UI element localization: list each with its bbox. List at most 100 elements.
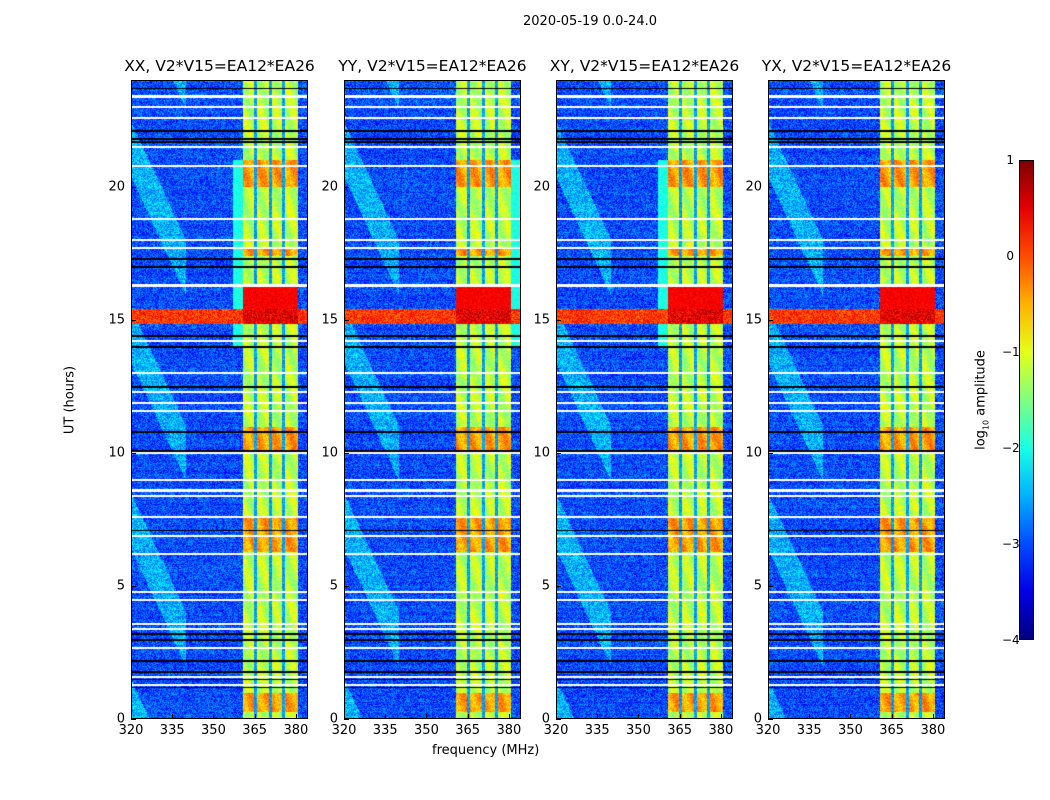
y-tick-label: 15	[533, 312, 550, 328]
x-tick-mark	[638, 714, 640, 719]
heatmap-image	[344, 80, 521, 719]
colorbar-tick-label: −4	[1002, 633, 1020, 647]
y-tick-mark	[344, 319, 349, 321]
y-tick-label: 10	[533, 445, 550, 461]
x-tick-label: 320	[331, 723, 357, 738]
x-tick-label: 320	[118, 723, 144, 738]
colorbar-label: log10 amplitude	[973, 350, 991, 450]
panel-xx: XX, V2*V15=EA12*EA26 0 5 10 15 20 320 335 350 365…	[108, 57, 314, 738]
y-tick-mark	[768, 585, 773, 587]
y-tick-label: 5	[541, 578, 550, 594]
panel-title: YX, V2*V15=EA12*EA26	[761, 57, 952, 75]
y-tick-label: 5	[116, 578, 125, 594]
plot-frame	[556, 80, 733, 719]
x-tick-label: 365	[879, 723, 905, 738]
x-tick-label: 380	[920, 723, 946, 738]
y-tick-mark	[768, 186, 773, 188]
x-tick-mark	[426, 714, 428, 719]
y-tick-label: 0	[329, 711, 338, 727]
panel-yy: YY, V2*V15=EA12*EA26 0 5 10 15 20 320 335 350 365…	[321, 57, 526, 738]
x-tick-mark	[556, 714, 557, 719]
plot-frame	[768, 80, 945, 719]
plot-frame	[131, 80, 308, 719]
y-tick-mark	[768, 719, 773, 720]
x-tick-label: 335	[584, 723, 610, 738]
colorbar-tick-label: −2	[1002, 441, 1020, 455]
y-tick-mark	[131, 452, 136, 454]
y-tick-label: 5	[753, 578, 762, 594]
y-tick-label: 0	[116, 711, 125, 727]
x-tick-label: 320	[755, 723, 781, 738]
y-tick-label: 10	[321, 445, 338, 461]
x-tick-label: 380	[708, 723, 734, 738]
colorbar-tick-label: −3	[1002, 537, 1020, 551]
x-tick-label: 365	[242, 723, 268, 738]
panel-xy: XY, V2*V15=EA12*EA26 0 5 10 15 20 320 335 350 365…	[533, 57, 739, 738]
x-tick-label: 380	[283, 723, 309, 738]
x-tick-mark	[344, 714, 345, 719]
y-tick-mark	[131, 585, 136, 587]
x-tick-label: 365	[667, 723, 693, 738]
x-tick-mark	[932, 714, 934, 719]
y-tick-mark	[556, 186, 561, 188]
y-tick-label: 15	[745, 312, 762, 328]
x-tick-label: 380	[496, 723, 522, 738]
x-tick-mark	[597, 714, 599, 719]
x-tick-label: 335	[372, 723, 398, 738]
y-tick-label: 10	[745, 445, 762, 461]
panel-title: YY, V2*V15=EA12*EA26	[338, 57, 527, 75]
x-tick-mark	[891, 714, 893, 719]
x-tick-mark	[254, 714, 256, 719]
y-tick-mark	[556, 319, 561, 321]
heatmap-image	[556, 80, 733, 719]
colorbar-tick-label: 0	[1006, 249, 1014, 263]
y-tick-label: 15	[108, 312, 125, 328]
panel-title: XY, V2*V15=EA12*EA26	[549, 57, 740, 75]
x-tick-label: 320	[543, 723, 569, 738]
x-tick-label: 335	[796, 723, 822, 738]
colorbar-tick-label: 1	[1006, 153, 1014, 167]
x-tick-label: 335	[159, 723, 185, 738]
x-tick-label: 350	[838, 723, 863, 738]
y-tick-mark	[344, 585, 349, 587]
panel-title: XX, V2*V15=EA12*EA26	[124, 57, 315, 75]
suptitle: 2020-05-19 0.0-24.0	[523, 14, 657, 29]
x-tick-label: 350	[414, 723, 439, 738]
y-tick-mark	[131, 186, 136, 188]
x-tick-mark	[768, 714, 769, 719]
y-tick-mark	[556, 585, 561, 587]
y-tick-mark	[556, 719, 561, 720]
heatmap-image	[131, 80, 308, 719]
y-tick-label: 20	[321, 179, 338, 194]
y-tick-label: 20	[108, 179, 125, 194]
y-tick-label: 20	[533, 179, 550, 194]
y-tick-label: 20	[745, 179, 762, 194]
colorbar-tick-label: −1	[1002, 345, 1020, 359]
y-tick-mark	[344, 452, 349, 454]
x-tick-mark	[809, 714, 811, 719]
x-axis-label: frequency (MHz)	[432, 743, 540, 758]
x-tick-mark	[385, 714, 387, 719]
colorbar	[1019, 160, 1034, 640]
y-tick-mark	[344, 186, 349, 188]
y-tick-label: 0	[541, 711, 550, 727]
x-tick-label: 350	[626, 723, 651, 738]
heatmap-image	[768, 80, 945, 719]
panel-yx: YX, V2*V15=EA12*EA26 0 5 10 15 20 320 335 350 365…	[745, 57, 951, 738]
y-tick-mark	[131, 719, 136, 720]
x-tick-mark	[213, 714, 215, 719]
y-tick-mark	[131, 319, 136, 321]
y-tick-mark	[556, 452, 561, 454]
y-tick-mark	[768, 452, 773, 454]
x-tick-mark	[720, 714, 722, 719]
y-tick-label: 5	[329, 578, 338, 594]
x-tick-mark	[295, 714, 297, 719]
x-tick-mark	[850, 714, 852, 719]
x-tick-label: 365	[455, 723, 481, 738]
y-axis-label: UT (hours)	[62, 365, 78, 435]
y-tick-mark	[344, 719, 349, 720]
x-tick-label: 350	[201, 723, 226, 738]
x-tick-mark	[508, 714, 510, 719]
y-tick-label: 15	[321, 312, 338, 328]
